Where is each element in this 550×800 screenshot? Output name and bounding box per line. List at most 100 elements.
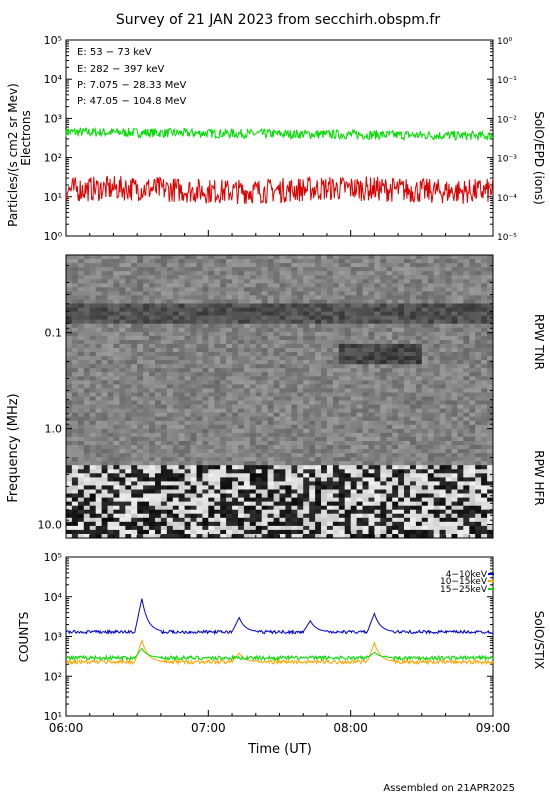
rpw-cell xyxy=(356,481,363,486)
rpw-cell xyxy=(119,521,126,527)
rpw-cell xyxy=(309,521,316,527)
rpw-cell xyxy=(172,263,180,268)
rpw-cell xyxy=(178,271,186,276)
rpw-cell xyxy=(374,517,381,523)
rpw-cell xyxy=(398,364,405,369)
rpw-cell xyxy=(267,380,274,385)
rpw-cell xyxy=(344,497,352,503)
rpw-cell xyxy=(303,303,310,308)
rpw-cell xyxy=(297,513,304,519)
rpw-cell xyxy=(267,469,274,474)
rpw-cell xyxy=(208,303,215,308)
rpw-cell xyxy=(439,360,446,365)
rpw-cell xyxy=(427,473,435,478)
rpw-cell xyxy=(410,376,417,381)
rpw-cell xyxy=(243,521,251,527)
rpw-cell xyxy=(107,505,114,511)
rpw-cell xyxy=(172,275,180,280)
rpw-cell xyxy=(463,473,470,478)
rpw-cell xyxy=(172,404,180,410)
rpw-cell xyxy=(113,291,120,296)
rpw-cell xyxy=(131,315,138,321)
rpw-cell xyxy=(338,392,346,397)
rpw-cell xyxy=(439,501,446,507)
rpw-cell xyxy=(172,271,180,276)
rpw-cell xyxy=(427,481,435,486)
rpw-cell xyxy=(107,376,114,381)
rpw-cell xyxy=(297,485,304,490)
rpw-cell xyxy=(433,368,441,373)
rpw-cell xyxy=(457,356,464,361)
rpw-cell xyxy=(463,331,470,337)
rpw-cell xyxy=(113,384,120,389)
rpw-cell xyxy=(249,513,257,519)
rpw-cell xyxy=(344,311,352,317)
rpw-cell xyxy=(83,501,91,507)
rpw-cell xyxy=(137,396,144,401)
rpw-cell xyxy=(279,303,286,308)
rpw-cell xyxy=(238,343,245,349)
rpw-cell xyxy=(196,323,203,329)
rpw-cell xyxy=(178,267,186,272)
rpw-cell xyxy=(291,521,298,527)
rpw-cell xyxy=(113,408,120,414)
rpw-cell xyxy=(356,348,363,353)
rpw-cell xyxy=(392,404,399,410)
rpw-cell xyxy=(386,453,393,458)
rpw-cell xyxy=(196,368,203,373)
rpw-cell xyxy=(149,477,156,482)
rpw-cell xyxy=(238,420,245,426)
rpw-cell xyxy=(71,376,79,381)
rpw-cell xyxy=(303,400,310,405)
rpw-cell xyxy=(439,513,446,519)
rpw-cell xyxy=(77,319,85,325)
rpw-cell xyxy=(267,343,274,349)
rpw-cell xyxy=(279,445,286,450)
rpw-cell xyxy=(356,299,363,304)
rpw-cell xyxy=(125,525,132,531)
rpw-cell xyxy=(445,356,452,361)
rpw-cell xyxy=(273,501,280,507)
rpw-cell xyxy=(368,267,375,272)
rpw-cell xyxy=(89,339,97,345)
rpw-cell xyxy=(433,331,441,337)
rpw-cell xyxy=(410,263,417,268)
rpw-cell xyxy=(309,441,316,446)
rpw-cell xyxy=(338,380,346,385)
rpw-cell xyxy=(350,343,358,349)
rpw-cell xyxy=(404,513,411,519)
rpw-cell xyxy=(410,445,417,450)
rpw-cell xyxy=(279,428,286,434)
rpw-cell xyxy=(386,465,393,470)
rpw-cell xyxy=(202,287,209,292)
rpw-cell xyxy=(457,396,464,401)
rpw-cell xyxy=(469,315,476,321)
rpw-cell xyxy=(160,424,168,430)
rpw-cell xyxy=(326,521,334,527)
rpw-cell xyxy=(380,424,387,430)
rpw-cell xyxy=(255,259,263,264)
rpw-cell xyxy=(321,493,328,498)
rpw-cell xyxy=(457,307,464,313)
rpw-cell xyxy=(101,263,108,268)
rpw-cell xyxy=(166,287,174,292)
rpw-cell xyxy=(487,307,494,313)
rpw-cell xyxy=(350,356,358,361)
rpw-cell xyxy=(220,525,227,531)
rpw-cell xyxy=(208,368,215,373)
rpw-cell xyxy=(202,473,209,478)
rpw-cell xyxy=(238,465,245,470)
rpw-cell xyxy=(89,513,97,519)
rpw-cell xyxy=(285,299,292,304)
rpw-cell xyxy=(344,380,352,385)
rpw-cell xyxy=(368,319,375,325)
rpw-cell xyxy=(326,428,334,434)
rpw-cell xyxy=(107,255,114,260)
rpw-cell xyxy=(113,263,120,268)
rpw-cell xyxy=(190,299,197,304)
rpw-cell xyxy=(178,509,186,515)
rpw-cell xyxy=(481,436,488,442)
rpw-cell xyxy=(321,348,328,353)
rpw-cell xyxy=(439,263,446,268)
rpw-cell xyxy=(321,315,328,321)
